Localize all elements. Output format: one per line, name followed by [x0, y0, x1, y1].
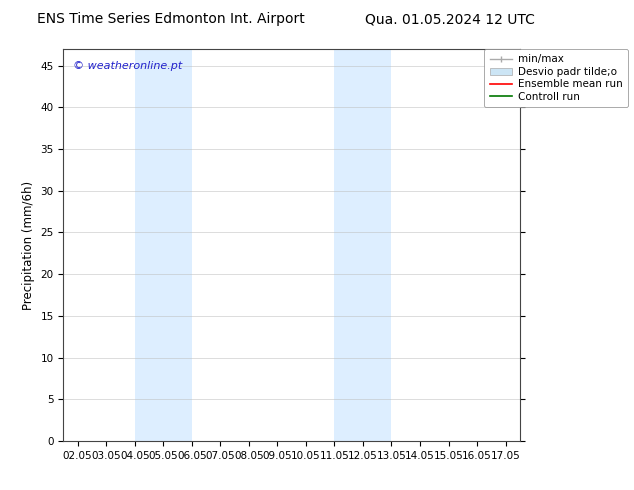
Text: Qua. 01.05.2024 12 UTC: Qua. 01.05.2024 12 UTC: [365, 12, 535, 26]
Bar: [335, 49, 392, 441]
Text: ENS Time Series Edmonton Int. Airport: ENS Time Series Edmonton Int. Airport: [37, 12, 305, 26]
Y-axis label: Precipitation (mm/6h): Precipitation (mm/6h): [22, 180, 35, 310]
Text: © weatheronline.pt: © weatheronline.pt: [72, 61, 182, 71]
Bar: [135, 49, 192, 441]
Legend: min/max, Desvio padr tilde;o, Ensemble mean run, Controll run: min/max, Desvio padr tilde;o, Ensemble m…: [484, 49, 628, 107]
